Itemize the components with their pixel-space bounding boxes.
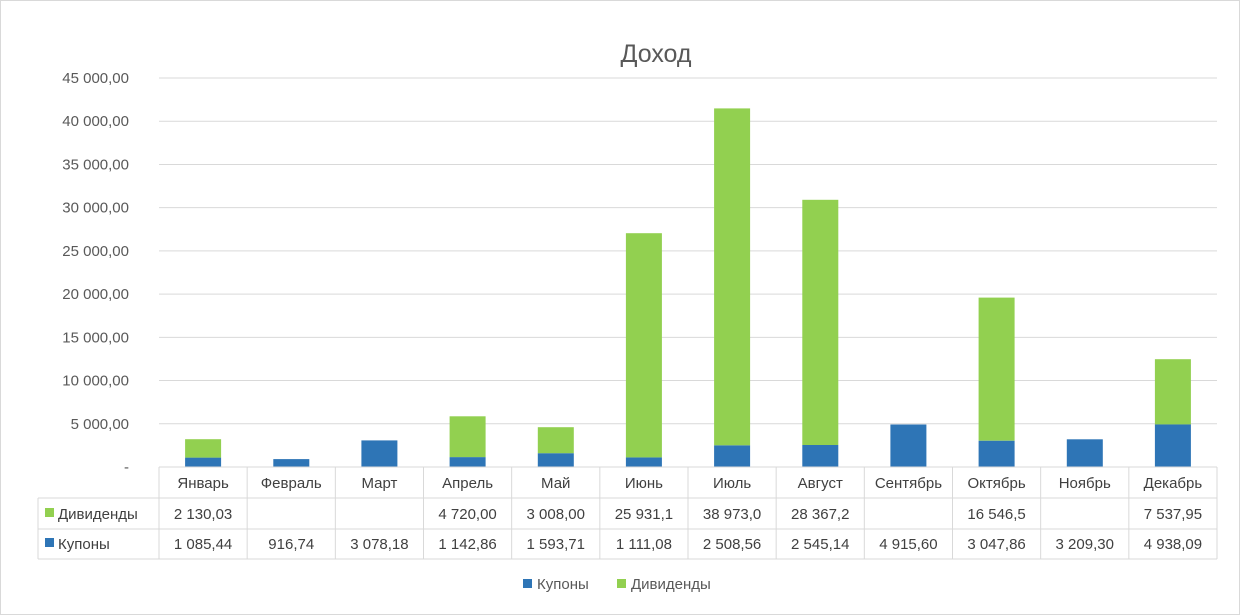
legend-swatch (617, 579, 626, 588)
bar-coupons (1154, 424, 1191, 467)
bar-coupons (802, 445, 839, 467)
category-label: Сентябрь (875, 475, 942, 492)
table-cell: 38 973,0 (703, 506, 761, 523)
category-label: Январь (177, 475, 229, 492)
y-tick-label: 5 000,00 (71, 416, 129, 433)
bar-coupons (978, 440, 1015, 467)
category-label: Март (361, 475, 397, 492)
bar-dividends (802, 199, 839, 445)
table-cell: 3 008,00 (527, 506, 585, 523)
table-cell: 3 047,86 (967, 536, 1025, 553)
table-cell: 28 367,2 (791, 506, 849, 523)
row-series-name: Дивиденды (58, 506, 138, 523)
bar-dividends (625, 233, 662, 458)
legend-label: Дивиденды (631, 576, 711, 593)
bar-coupons (625, 457, 662, 467)
table-cell: 7 537,95 (1144, 506, 1202, 523)
category-label: Август (798, 475, 843, 492)
table-cell: 1 085,44 (174, 536, 232, 553)
bar-dividends (714, 108, 751, 446)
gridlines (159, 77, 1217, 425)
chart-title: Доход (621, 40, 692, 68)
table-cell: 4 938,09 (1144, 536, 1202, 553)
table-cell: 16 546,5 (967, 506, 1025, 523)
category-label: Декабрь (1144, 475, 1203, 492)
table-cell: 25 931,1 (615, 506, 673, 523)
y-tick-label: 30 000,00 (62, 200, 129, 217)
row-legend-key (45, 508, 54, 517)
y-tick-label: 35 000,00 (62, 156, 129, 173)
category-label: Февраль (261, 475, 322, 492)
bar-coupons (537, 453, 574, 467)
table-cell: 2 545,14 (791, 536, 849, 553)
table-cell: 916,74 (268, 536, 314, 553)
table-cell: 3 209,30 (1056, 536, 1114, 553)
legend-swatch (523, 579, 532, 588)
bar-coupons (273, 459, 310, 467)
table-cell: 2 130,03 (174, 506, 232, 523)
y-tick-label: - (124, 459, 129, 476)
data-table: Январь Февраль Март Апрель Май Июнь Июль Август… (37, 466, 1218, 560)
bar-coupons (1066, 439, 1103, 467)
bar-coupons (714, 445, 751, 467)
y-tick-label: 20 000,00 (62, 286, 129, 303)
y-tick-label: 40 000,00 (62, 113, 129, 130)
legend: Купоны Дивиденды (523, 576, 711, 593)
category-label: Октябрь (968, 475, 1026, 492)
category-label: Апрель (442, 475, 493, 492)
table-cell: 1 593,71 (527, 536, 585, 553)
table-cell: 1 142,86 (438, 536, 496, 553)
table-cell: 1 111,08 (616, 536, 672, 553)
table-cell: 2 508,56 (703, 536, 761, 553)
category-label: Июнь (625, 475, 663, 492)
category-label: Ноябрь (1059, 475, 1111, 492)
table-cell: 4 915,60 (879, 536, 937, 553)
bar-coupons (890, 424, 927, 467)
y-tick-label: 15 000,00 (62, 329, 129, 346)
row-series-name: Купоны (58, 536, 110, 553)
bar-coupons (449, 457, 486, 467)
bar-coupons (361, 440, 398, 467)
bars (185, 108, 1191, 467)
table-cell: 4 720,00 (438, 506, 496, 523)
y-tick-label: 10 000,00 (62, 373, 129, 390)
table-cell: 3 078,18 (350, 536, 408, 553)
bar-dividends (1154, 359, 1191, 425)
category-label: Июль (713, 475, 751, 492)
bar-dividends (537, 427, 574, 454)
bar-dividends (185, 439, 222, 458)
bar-dividends (449, 416, 486, 458)
bar-coupons (185, 457, 222, 467)
y-axis: - 5 000,00 10 000,00 15 000,00 20 000,00 25 0… (62, 70, 129, 476)
row-legend-key (45, 538, 54, 547)
legend-label: Купоны (537, 576, 589, 593)
category-label: Май (541, 475, 570, 492)
y-tick-label: 45 000,00 (62, 70, 129, 87)
bar-dividends (978, 297, 1015, 441)
y-tick-label: 25 000,00 (62, 243, 129, 260)
